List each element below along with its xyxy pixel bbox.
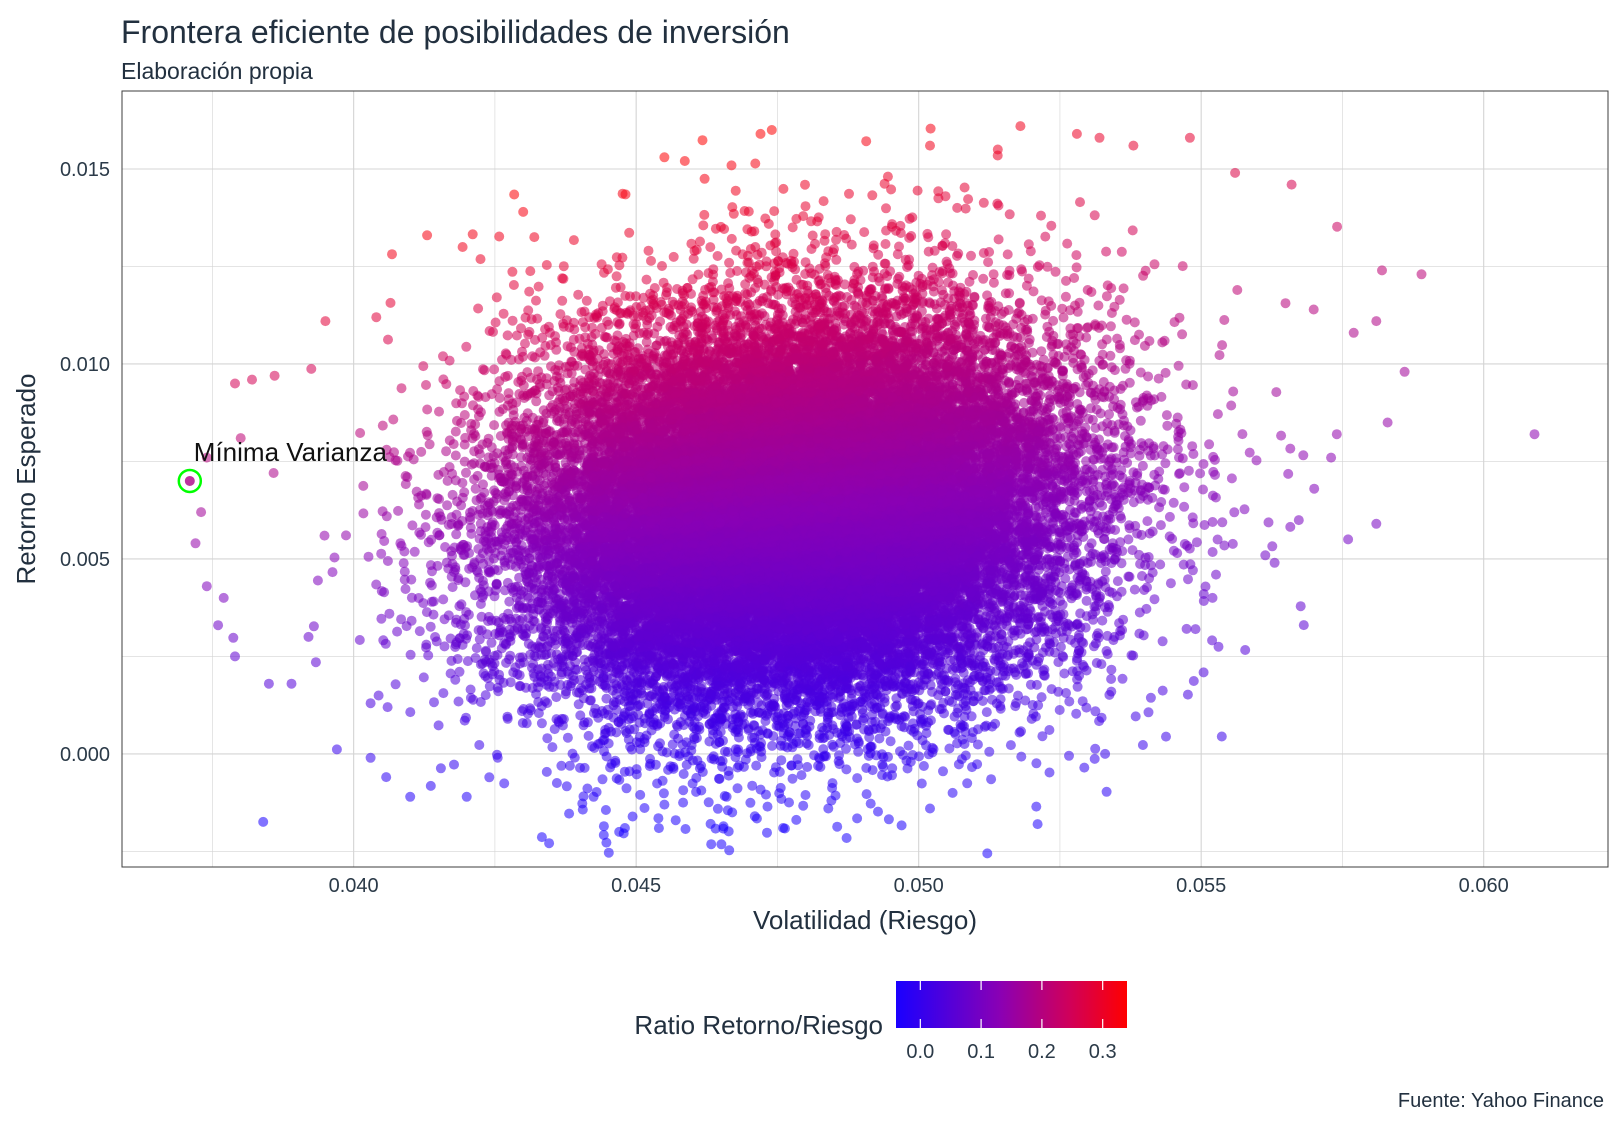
portfolio-point xyxy=(611,271,622,282)
portfolio-point xyxy=(770,229,781,240)
portfolio-point xyxy=(258,816,269,827)
portfolio-point xyxy=(678,785,689,796)
portfolio-point xyxy=(1217,340,1228,351)
portfolio-point xyxy=(993,234,1004,245)
portfolio-point xyxy=(514,681,525,691)
portfolio-point xyxy=(841,764,852,775)
portfolio-point xyxy=(621,783,632,794)
portfolio-point xyxy=(724,257,735,268)
portfolio-point xyxy=(1046,220,1057,231)
portfolio-point xyxy=(450,426,461,437)
portfolio-point xyxy=(489,364,500,375)
chart-caption: Fuente: Yahoo Finance xyxy=(1398,1090,1604,1113)
portfolio-point xyxy=(610,282,621,293)
portfolio-point xyxy=(859,227,870,238)
portfolio-point xyxy=(435,763,446,774)
portfolio-point xyxy=(841,833,852,843)
portfolio-point xyxy=(461,341,472,352)
portfolio-point xyxy=(536,718,547,729)
chart-title: Frontera eficiente de posibilidades de i… xyxy=(121,14,790,51)
portfolio-point xyxy=(341,530,351,541)
portfolio-point xyxy=(453,696,464,707)
portfolio-point xyxy=(551,692,562,703)
portfolio-point xyxy=(1077,696,1088,707)
portfolio-point xyxy=(698,220,709,231)
portfolio-point xyxy=(564,808,575,819)
portfolio-point xyxy=(1226,400,1237,411)
portfolio-point xyxy=(796,770,807,781)
portfolio-point xyxy=(354,635,365,645)
portfolio-point xyxy=(422,404,433,415)
portfolio-point xyxy=(581,295,592,306)
portfolio-point xyxy=(575,762,585,773)
portfolio-point xyxy=(385,297,396,308)
portfolio-point xyxy=(960,203,971,214)
portfolio-points xyxy=(190,121,1540,859)
portfolio-point xyxy=(1217,517,1228,528)
portfolio-point xyxy=(1058,312,1069,323)
portfolio-point xyxy=(450,450,461,461)
portfolio-point xyxy=(573,699,584,710)
portfolio-point xyxy=(1295,601,1306,612)
portfolio-point xyxy=(421,380,431,390)
portfolio-point xyxy=(392,626,403,637)
portfolio-point xyxy=(643,245,654,256)
portfolio-point xyxy=(865,798,876,809)
portfolio-point xyxy=(1142,516,1153,527)
portfolio-point xyxy=(699,209,710,220)
portfolio-point xyxy=(1149,594,1160,605)
portfolio-point xyxy=(424,439,435,450)
portfolio-point xyxy=(542,733,553,744)
portfolio-point xyxy=(762,827,772,838)
chart-subtitle: Elaboración propia xyxy=(121,58,313,85)
portfolio-point xyxy=(941,229,952,240)
portfolio-point xyxy=(358,480,369,491)
portfolio-point xyxy=(471,643,482,654)
portfolio-point xyxy=(228,632,239,643)
portfolio-point xyxy=(1216,731,1227,742)
portfolio-point xyxy=(533,281,544,292)
portfolio-point xyxy=(845,214,856,225)
portfolio-point xyxy=(658,788,669,799)
portfolio-point xyxy=(1155,559,1166,570)
portfolio-point xyxy=(1204,439,1215,450)
